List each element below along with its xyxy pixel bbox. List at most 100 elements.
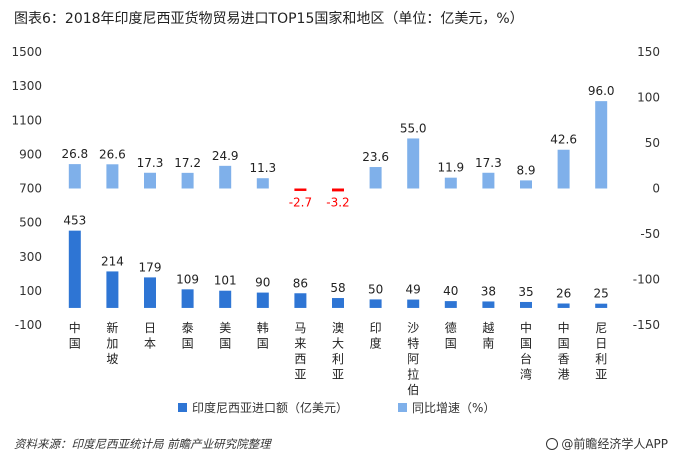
category-label: 尼日利亚	[595, 321, 607, 382]
growth-value-label: 8.9	[516, 163, 535, 177]
left-axis-tick-label: 700	[19, 182, 42, 196]
import-bar	[520, 301, 532, 308]
import-bar	[68, 230, 81, 308]
import-bar	[444, 301, 457, 308]
right-axis-tick-label: 100	[637, 91, 660, 105]
import-bar	[106, 271, 119, 308]
import-bar	[407, 299, 420, 308]
left-axis-tick-label: 500	[19, 216, 42, 230]
import-value-label: 50	[368, 282, 383, 296]
growth-bar	[369, 167, 382, 189]
right-axis-tick-label: 50	[645, 136, 660, 150]
growth-bar	[482, 172, 495, 189]
growth-value-label: 17.3	[475, 156, 502, 170]
growth-bar	[595, 101, 608, 189]
category-label: 中国台湾	[520, 320, 532, 382]
category-label: 泰国	[182, 321, 194, 351]
growth-bars	[68, 101, 608, 192]
category-label: 沙特阿拉伯	[407, 321, 419, 397]
growth-value-labels: 26.8 26.6 17.3 17.2 24.9 11.3 -2.7 -3.2 23.6 55.0…	[61, 84, 614, 209]
import-bar	[256, 292, 269, 308]
import-value-label: 58	[330, 281, 345, 295]
import-value-label: 25	[594, 287, 609, 301]
growth-bar	[106, 164, 119, 189]
growth-bar	[219, 165, 232, 189]
growth-value-label: 11.9	[437, 161, 464, 175]
growth-value-label: 26.6	[99, 147, 126, 161]
category-label: 越南	[482, 321, 494, 351]
growth-value-label: 17.2	[174, 156, 201, 170]
import-value-label: 35	[518, 285, 533, 299]
growth-value-label: -3.2	[326, 196, 349, 210]
left-axis-tick-label: 100	[19, 284, 42, 298]
growth-bar	[407, 138, 420, 189]
growth-value-label: 55.0	[400, 121, 427, 135]
import-value-label: 90	[255, 276, 270, 290]
import-bar	[482, 301, 495, 308]
import-value-label: 26	[556, 287, 571, 301]
legend-label-import: 印度尼西亚进口额（亿美元）	[192, 400, 348, 415]
left-axis-tick-label: 900	[19, 147, 42, 161]
import-bar	[595, 303, 608, 308]
legend: 印度尼西亚进口额（亿美元） 同比增速（%）	[178, 400, 495, 415]
growth-bar-negative	[294, 188, 307, 191]
left-axis-tick-label: 1300	[11, 79, 42, 93]
brand-text: @前瞻经济学人APP	[561, 437, 668, 451]
brand-logo-icon	[546, 438, 559, 450]
import-value-label: 86	[293, 276, 308, 290]
import-bar	[557, 303, 570, 308]
left-axis-tick-label: 300	[19, 250, 42, 264]
legend-swatch-growth	[398, 403, 407, 412]
growth-bar-negative	[332, 188, 344, 192]
growth-bar	[444, 177, 457, 189]
right-axis: 150 100 50 0 -50 -100 -150	[633, 45, 660, 332]
brand-credit: @前瞻经济学人APP	[546, 435, 668, 452]
source-note: 资料来源：印度尼西亚统计局 前瞻产业研究院整理	[14, 437, 271, 451]
legend-label-growth: 同比增速（%）	[412, 401, 495, 415]
growth-bar	[144, 172, 156, 189]
import-value-label: 49	[406, 283, 421, 297]
right-axis-tick-label: -100	[633, 273, 660, 287]
import-value-label: 38	[481, 284, 496, 298]
growth-bar	[256, 178, 269, 189]
chart-title: 图表6：2018年印度尼西亚货物贸易进口TOP15国家和地区（单位：亿美元，%）	[14, 11, 524, 27]
growth-bar	[181, 172, 194, 189]
import-value-label: 179	[139, 260, 162, 274]
right-axis-tick-label: -50	[640, 227, 660, 241]
growth-bar	[557, 149, 570, 189]
category-label: 印度	[370, 321, 382, 351]
legend-swatch-import	[178, 403, 187, 412]
left-axis-tick-label: -100	[15, 318, 42, 332]
import-value-label: 453	[63, 214, 86, 228]
category-label: 中国	[69, 320, 81, 351]
import-value-label: 214	[101, 254, 124, 268]
growth-value-label: 96.0	[588, 84, 615, 98]
category-label: 澳大利亚	[332, 321, 344, 382]
import-bar	[369, 299, 382, 308]
import-value-labels: 453 214 179 109 101 90 86 58 50 49 40 38 35 26 25	[63, 214, 608, 301]
import-bar	[294, 293, 307, 308]
growth-value-label: -2.7	[289, 196, 312, 210]
category-label: 日本	[144, 321, 156, 351]
growth-value-label: 26.8	[61, 147, 88, 161]
category-label: 韩国	[257, 320, 269, 351]
right-axis-tick-label: -150	[633, 318, 660, 332]
category-label: 马来西亚	[294, 321, 306, 382]
category-label: 德国	[445, 320, 457, 351]
import-bar	[219, 290, 232, 308]
import-bar	[332, 298, 344, 308]
category-label: 中国香港	[558, 320, 570, 382]
import-value-label: 109	[176, 272, 199, 286]
import-value-label: 40	[443, 284, 458, 298]
growth-bar	[68, 164, 81, 189]
right-axis-tick-label: 150	[637, 45, 660, 59]
left-axis: 1500 1300 1100 900 700 500 300 100 -100	[11, 45, 42, 332]
import-bar	[144, 277, 156, 308]
growth-value-label: 24.9	[212, 149, 239, 163]
import-bar	[181, 289, 194, 308]
left-axis-tick-label: 1500	[11, 45, 42, 59]
category-label: 新加坡	[106, 320, 118, 366]
left-axis-tick-label: 1100	[11, 113, 42, 127]
